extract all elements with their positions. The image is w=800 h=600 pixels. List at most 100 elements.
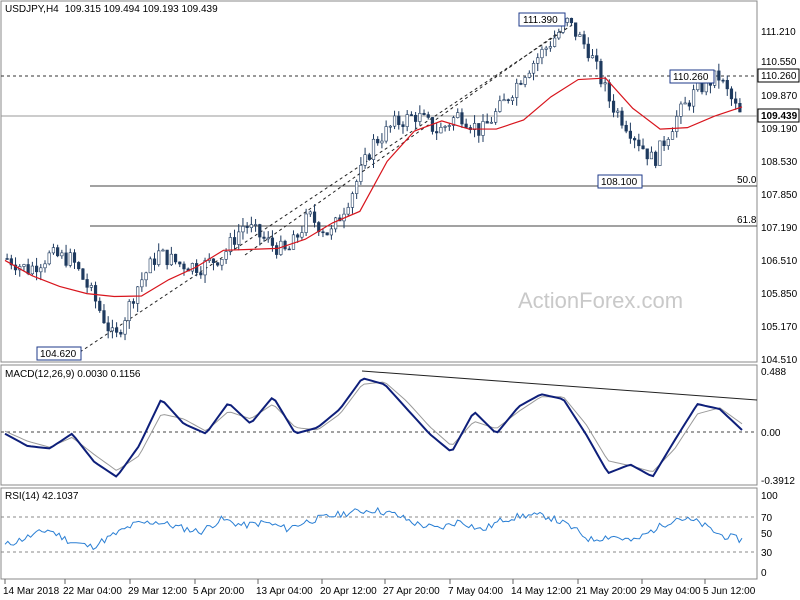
- upper-pivot-label: 110.260: [673, 72, 709, 83]
- candle-body: [283, 240, 287, 250]
- candle-body: [115, 327, 119, 333]
- moving-average-line: [4, 77, 743, 298]
- candle-body: [586, 43, 590, 59]
- candle-body: [291, 234, 296, 250]
- candle-body: [531, 63, 536, 74]
- candle-body: [195, 263, 199, 273]
- time-label: 5 Jun 12:00: [703, 586, 756, 597]
- candle-body: [106, 322, 110, 332]
- candle-body: [675, 116, 679, 132]
- candle-body: [447, 125, 451, 127]
- candle-body: [148, 258, 152, 274]
- candle-body: [595, 55, 599, 62]
- macd-trend-line: [361, 370, 758, 401]
- swing-low-label-box: [597, 174, 643, 189]
- candle-body: [443, 126, 447, 128]
- price-tick: 105.170: [761, 322, 798, 333]
- candle-body: [633, 138, 637, 141]
- candle-body: [641, 145, 645, 150]
- candle-body: [384, 126, 388, 142]
- candle-body: [355, 181, 359, 194]
- candle-body: [515, 82, 519, 98]
- rsi-tick: 0: [761, 568, 767, 579]
- time-label: 29 Mar 12:00: [128, 586, 187, 597]
- low-label: 104.620: [40, 349, 77, 360]
- candle-body: [211, 258, 216, 263]
- candle-body: [64, 252, 68, 266]
- rsi-tick: 70: [761, 513, 773, 524]
- candle-body: [380, 140, 384, 144]
- candle-body: [637, 139, 641, 147]
- candle-body: [165, 249, 169, 266]
- candle-body: [346, 207, 350, 215]
- candle-body: [603, 82, 607, 85]
- low-label-box: [36, 346, 82, 361]
- price-panel-title: USDJPY,H4 109.315 109.494 109.193 109.439: [5, 4, 218, 15]
- candle-body: [662, 140, 666, 147]
- candle-body: [616, 110, 620, 113]
- candle-body: [34, 265, 39, 273]
- candle-body: [422, 112, 426, 115]
- macd-tick: 0.00: [761, 428, 781, 439]
- candle-body: [510, 97, 515, 101]
- candle-body: [258, 224, 262, 238]
- rsi-tick: 100: [761, 491, 778, 502]
- candle-body: [169, 253, 173, 266]
- candle-body: [725, 79, 729, 90]
- price-tick: 106.510: [761, 256, 798, 267]
- swing-low-label: 108.100: [601, 177, 638, 188]
- price-tick: 110.550: [761, 57, 797, 68]
- candle-body: [241, 226, 245, 233]
- candle-body: [456, 112, 460, 118]
- candle-body: [409, 114, 414, 116]
- candle-body: [232, 237, 237, 245]
- candle-body: [435, 131, 439, 134]
- candle-body: [72, 252, 77, 263]
- candle-body: [460, 112, 464, 125]
- price-tick: 109.190: [761, 124, 798, 135]
- last-price-tag: [757, 108, 800, 123]
- candle-body: [439, 127, 443, 134]
- price-axis: 111.210 110.550 109.870 109.190 108.530 …: [761, 27, 798, 366]
- candle-body: [527, 72, 531, 78]
- candle-body: [666, 139, 670, 147]
- candle-body: [144, 272, 148, 281]
- time-label: 20 Apr 12:00: [320, 586, 377, 597]
- candle-body: [190, 263, 195, 272]
- candle-body: [363, 154, 367, 166]
- high-label-box: [518, 12, 566, 27]
- candle-body: [649, 151, 654, 160]
- candle-body: [89, 285, 93, 288]
- macd-line: [4, 377, 743, 478]
- candle-body: [51, 247, 56, 254]
- candle-body: [683, 102, 687, 105]
- candle-body: [670, 131, 675, 140]
- price-tick: 107.850: [761, 190, 798, 201]
- candle-body: [691, 89, 696, 107]
- candle-body: [262, 236, 266, 239]
- candle-body: [599, 61, 603, 85]
- candle-body: [140, 279, 144, 288]
- candle-body: [494, 111, 498, 123]
- time-label: 22 Mar 04:00: [63, 586, 122, 597]
- candle-body: [552, 37, 557, 47]
- candle-body: [376, 138, 380, 144]
- candle-body: [544, 47, 548, 50]
- macd-tick: -0.3912: [761, 476, 795, 487]
- candle-body: [325, 232, 329, 236]
- price-tick: 111.210: [761, 27, 796, 38]
- candle-body: [388, 125, 392, 128]
- time-axis: 14 Mar 2018 22 Mar 04:00 29 Mar 12:00 5 Apr…: [3, 579, 756, 597]
- time-label: 13 Apr 04:00: [256, 586, 313, 597]
- candle-body: [451, 117, 456, 126]
- candle-body: [56, 247, 60, 257]
- price-tick: 109.870: [761, 91, 798, 102]
- candle-body: [161, 249, 165, 252]
- candle-body: [47, 252, 51, 265]
- watermark: ActionForex.com: [518, 288, 683, 313]
- candle-body: [350, 193, 355, 208]
- candle-body: [654, 151, 658, 166]
- candle-body: [304, 213, 308, 233]
- candle-body: [401, 124, 405, 127]
- candle-body: [574, 22, 578, 37]
